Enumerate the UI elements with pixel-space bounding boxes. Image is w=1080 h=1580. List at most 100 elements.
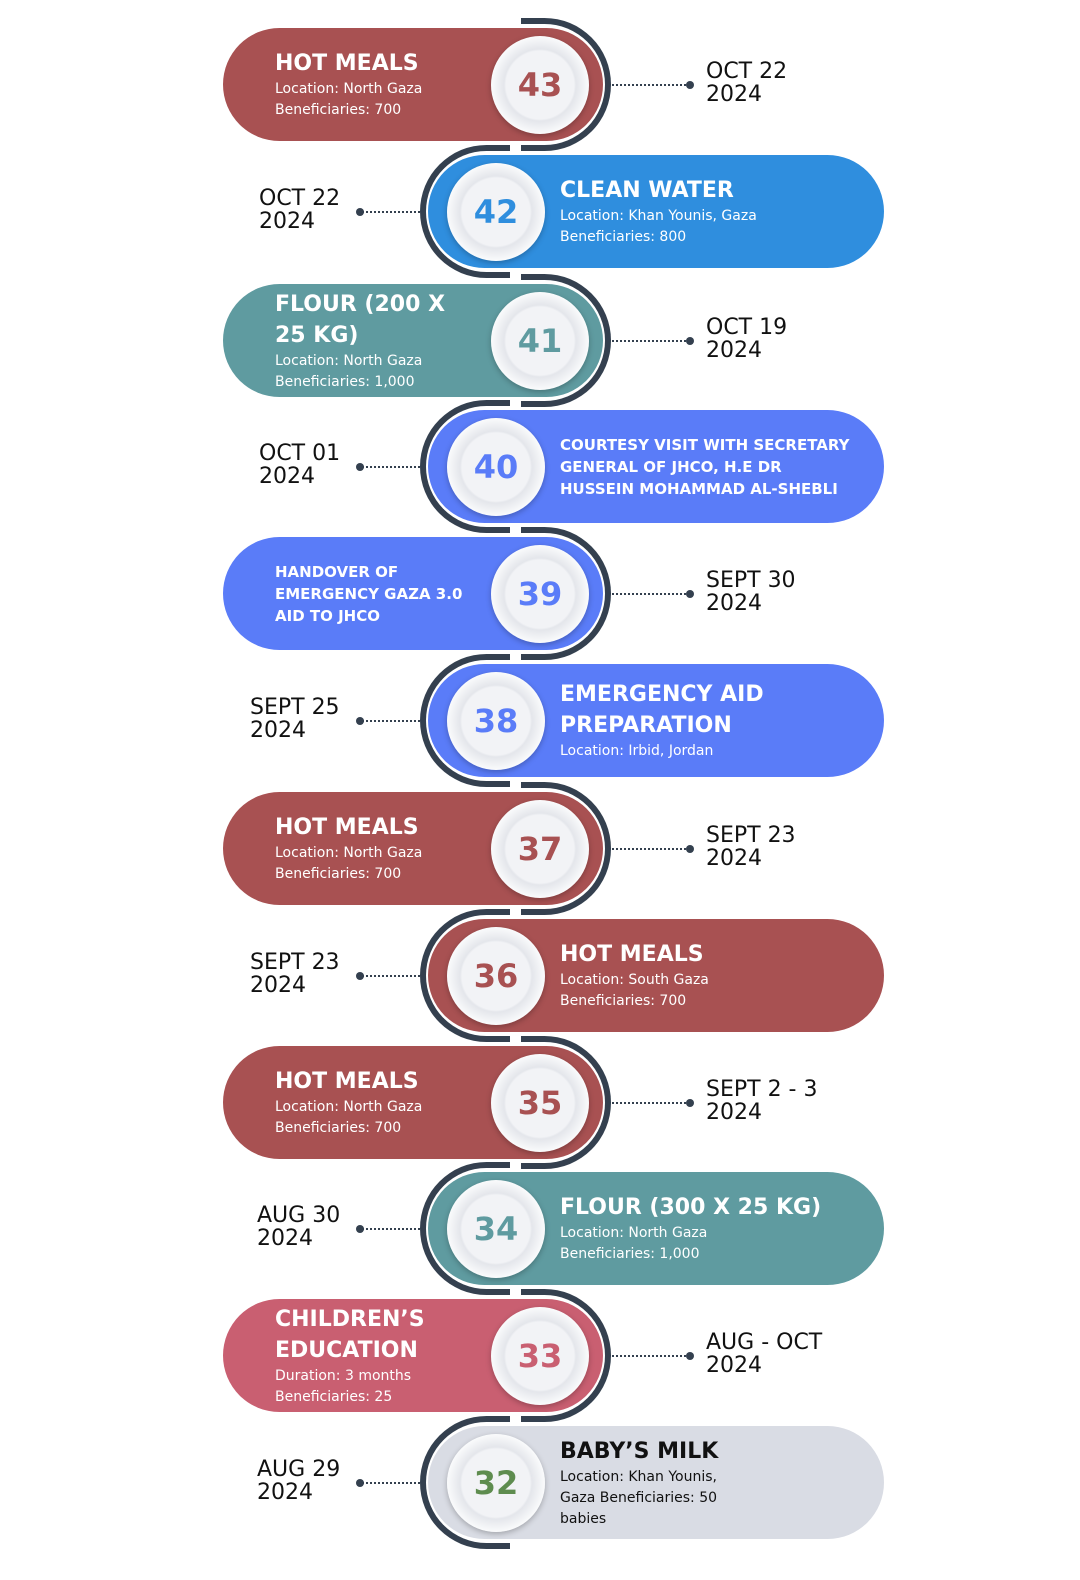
item-date: OCT 22 2024	[706, 60, 787, 106]
item-number-badge: 39	[491, 545, 589, 643]
date-connector	[362, 975, 424, 977]
item-detail: Beneficiaries: 700	[275, 1120, 402, 1136]
date-dot	[356, 1479, 364, 1487]
date-connector	[362, 466, 424, 468]
item-number-badge: 35	[491, 1054, 589, 1152]
item-detail: Location: Khan Younis,	[560, 1468, 717, 1485]
item-text: HOT MEALS Location: North Gaza Beneficiari…	[275, 48, 483, 121]
date-dot	[356, 208, 364, 216]
item-detail: Location: North Gaza	[275, 1099, 423, 1115]
item-date: AUG 30 2024	[257, 1204, 340, 1250]
item-number-badge: 37	[491, 800, 589, 898]
item-detail: Beneficiaries: 1,000	[275, 373, 415, 390]
date-year: 2024	[706, 1353, 762, 1378]
date-connector	[362, 720, 424, 722]
item-detail: Beneficiaries: 25	[275, 1388, 393, 1405]
item-detail: Location: North Gaza	[560, 1225, 708, 1241]
item-number-badge: 36	[447, 927, 545, 1025]
item-text: FLOUR (200 X 25 KG) Location: North Gaza B…	[275, 289, 483, 393]
item-title: BABY’S MILK	[560, 1438, 719, 1464]
date-year: 2024	[706, 1100, 762, 1125]
date-connector	[362, 1482, 424, 1484]
date-day: SEPT 25	[250, 695, 340, 720]
item-number-badge: 38	[447, 672, 545, 770]
date-dot	[686, 81, 694, 89]
item-date: SEPT 23 2024	[706, 824, 796, 870]
item-detail: Beneficiaries: 700	[560, 993, 687, 1009]
item-detail: Beneficiaries: 700	[275, 866, 402, 882]
item-title: FLOUR (300 X 25 KG)	[560, 1195, 822, 1220]
date-year: 2024	[706, 846, 762, 871]
date-day: SEPT 23	[706, 823, 796, 848]
date-day: OCT 22	[259, 186, 341, 211]
item-date: AUG - OCT 2024	[706, 1331, 822, 1377]
date-year: 2024	[706, 591, 762, 616]
date-connector	[608, 84, 690, 86]
item-number-badge: 32	[447, 1434, 545, 1532]
date-dot	[686, 337, 694, 345]
date-day: SEPT 2 - 3	[706, 1077, 818, 1102]
item-detail: Location: North Gaza	[275, 845, 423, 861]
date-connector	[362, 1228, 424, 1230]
item-date: OCT 01 2024	[259, 442, 340, 488]
date-connector	[608, 848, 690, 850]
date-year: 2024	[257, 1480, 313, 1505]
date-day: SEPT 23	[250, 950, 340, 975]
item-number-badge: 41	[491, 292, 589, 390]
date-dot	[686, 845, 694, 853]
item-title: HOT MEALS	[560, 942, 704, 967]
item-text: CHILDREN’S EDUCATION Duration: 3 months Be…	[275, 1304, 483, 1408]
date-day: AUG - OCT	[706, 1330, 823, 1355]
date-day: AUG 29	[257, 1457, 341, 1482]
timeline-item-39: 39 HANDOVER OF EMERGENCY GAZA 3.0 AID TO…	[223, 527, 611, 660]
date-day: OCT 22	[706, 59, 788, 84]
date-year: 2024	[257, 1226, 313, 1251]
timeline-item-33: 33 CHILDREN’S EDUCATION Duration: 3 month…	[223, 1289, 611, 1422]
timeline-item-42: 42 CLEAN WATER Location: Khan Younis, Gaz…	[420, 145, 884, 278]
item-date: SEPT 2 - 3 2024	[706, 1078, 817, 1124]
timeline-item-37: 37 HOT MEALS Location: North Gaza Benefici…	[223, 782, 611, 915]
item-title: HOT MEALS	[275, 1069, 419, 1094]
date-dot	[356, 1225, 364, 1233]
item-detail: babies	[560, 1510, 607, 1527]
date-dot	[686, 1099, 694, 1107]
item-detail: Location: North Gaza	[275, 81, 423, 97]
date-dot	[686, 590, 694, 598]
item-title: COURTESY VISIT WITH SECRETARY GENERAL OF…	[560, 435, 850, 498]
item-date: OCT 19 2024	[706, 316, 787, 362]
timeline-item-40: 40 COURTESY VISIT WITH SECRETARY GENERAL…	[420, 400, 884, 533]
item-text: EMERGENCY AID PREPARATION Location: Irbid…	[560, 679, 854, 762]
item-detail: Location: North Gaza	[275, 352, 423, 369]
timeline-item-32: 32 BABY’S MILK Location: Khan Younis, Gaza…	[420, 1416, 884, 1549]
date-year: 2024	[250, 718, 306, 743]
timeline-item-41: 41 FLOUR (200 X 25 KG) Location: North Ga…	[223, 274, 611, 407]
date-year: 2024	[706, 82, 762, 107]
item-detail: Gaza Beneficiaries: 50	[560, 1489, 718, 1506]
item-text: HANDOVER OF EMERGENCY GAZA 3.0 AID TO JH…	[275, 561, 483, 627]
item-detail: Beneficiaries: 700	[275, 102, 402, 118]
date-day: OCT 19	[706, 315, 788, 340]
item-title: HOT MEALS	[275, 51, 419, 76]
item-text: HOT MEALS Location: North Gaza Beneficiari…	[275, 1066, 483, 1139]
item-title: CLEAN WATER	[560, 178, 734, 203]
date-connector	[608, 1355, 690, 1357]
timeline-item-35: 35 HOT MEALS Location: North Gaza Benefici…	[223, 1036, 611, 1169]
date-dot	[356, 463, 364, 471]
date-day: SEPT 30	[706, 568, 796, 593]
item-number-badge: 33	[491, 1307, 589, 1405]
item-title: HOT MEALS	[275, 815, 419, 840]
item-text: COURTESY VISIT WITH SECRETARY GENERAL OF…	[560, 434, 854, 500]
date-connector	[608, 1102, 690, 1104]
date-year: 2024	[250, 973, 306, 998]
date-connector	[608, 340, 690, 342]
date-day: AUG 30	[257, 1203, 341, 1228]
item-text: HOT MEALS Location: South Gaza Beneficiari…	[560, 939, 854, 1012]
item-text: BABY’S MILK Location: Khan Younis, Gaza Be…	[560, 1436, 854, 1530]
item-date: SEPT 23 2024	[250, 951, 340, 997]
item-title: HANDOVER OF EMERGENCY GAZA 3.0 AID TO JH…	[275, 562, 463, 625]
item-title: FLOUR (200 X 25 KG)	[275, 291, 446, 348]
item-detail: Location: South Gaza	[560, 972, 709, 988]
item-detail: Beneficiaries: 800	[560, 229, 687, 245]
timeline-item-34: 34 FLOUR (300 X 25 KG) Location: North Ga…	[420, 1162, 884, 1295]
item-detail: Location: Irbid, Jordan	[560, 743, 714, 759]
